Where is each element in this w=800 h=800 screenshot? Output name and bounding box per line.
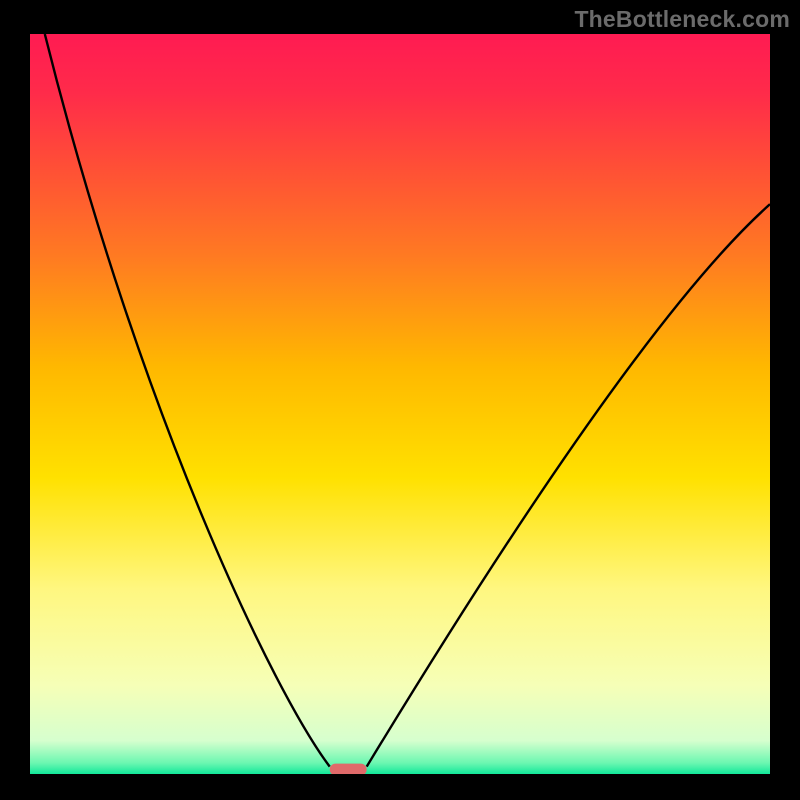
canvas: TheBottleneck.com [0,0,800,800]
gradient-fill [30,34,770,774]
watermark-text: TheBottleneck.com [574,6,790,33]
plot-svg [30,34,770,774]
plot-area [30,34,770,774]
minimum-marker [330,764,367,774]
